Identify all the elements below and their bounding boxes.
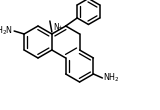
- Text: NH$_2$: NH$_2$: [103, 72, 120, 84]
- Text: H$_2$N: H$_2$N: [0, 25, 13, 37]
- Text: +: +: [57, 25, 63, 29]
- Text: N: N: [53, 23, 59, 31]
